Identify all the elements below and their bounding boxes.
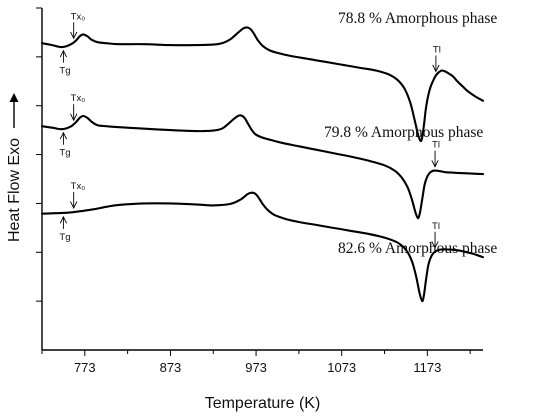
x-tick-label: 973 — [245, 360, 267, 375]
y-ticks — [36, 7, 42, 302]
series-label-1: 78.8 % Amorphous phase — [338, 10, 497, 27]
y-axis-title: Heat Flow Exo — [6, 138, 23, 242]
marker-tx-3: Tx₀ — [70, 181, 86, 210]
series-labels: 78.8 % Amorphous phase 79.8 % Amorphous p… — [324, 10, 497, 257]
marker-tl-2: Tl — [431, 140, 440, 168]
x-ticks: 773 873 973 1073 1173 — [41, 350, 471, 375]
svg-text:Tg: Tg — [59, 66, 70, 77]
x-axis-title: Temperature (K) — [205, 395, 321, 412]
series-line-2 — [40, 114, 485, 220]
series-line-1 — [40, 26, 485, 143]
series-label-3: 82.6 % Amorphous phase — [338, 240, 497, 257]
series-line-3 — [40, 191, 485, 303]
x-tick-label: 873 — [160, 360, 182, 375]
curves — [40, 26, 485, 303]
axes — [41, 8, 483, 351]
marker-tx-2: Tx₀ — [70, 93, 86, 122]
y-axis-title-group: Heat Flow Exo — [6, 93, 23, 242]
svg-text:Tx₀: Tx₀ — [71, 93, 86, 104]
series-label-2: 79.8 % Amorphous phase — [324, 124, 483, 141]
svg-text:Tx₀: Tx₀ — [71, 11, 86, 22]
svg-text:Tl: Tl — [433, 44, 441, 55]
marker-tg-2: Tg — [59, 131, 71, 159]
svg-text:Tg: Tg — [59, 148, 70, 159]
x-tick-label: 1173 — [413, 360, 441, 375]
marker-tl-1: Tl — [432, 44, 441, 73]
y-axis-title-arrowhead — [9, 93, 19, 102]
svg-text:Tl: Tl — [432, 221, 440, 232]
marker-tx-1: Tx₀ — [70, 11, 86, 40]
svg-text:Tg: Tg — [59, 232, 70, 243]
svg-text:Tl: Tl — [432, 140, 440, 151]
svg-text:Tx₀: Tx₀ — [71, 181, 86, 192]
marker-tl-3: Tl — [431, 221, 440, 249]
x-tick-label: 773 — [74, 360, 96, 375]
marker-tg-3: Tg — [59, 215, 71, 243]
markers: Tg Tx₀ Tl Tg Tx₀ Tl Tg Tx₀ Tl — [59, 11, 441, 249]
marker-tg-1: Tg — [59, 49, 71, 77]
x-tick-label: 1073 — [327, 360, 356, 375]
